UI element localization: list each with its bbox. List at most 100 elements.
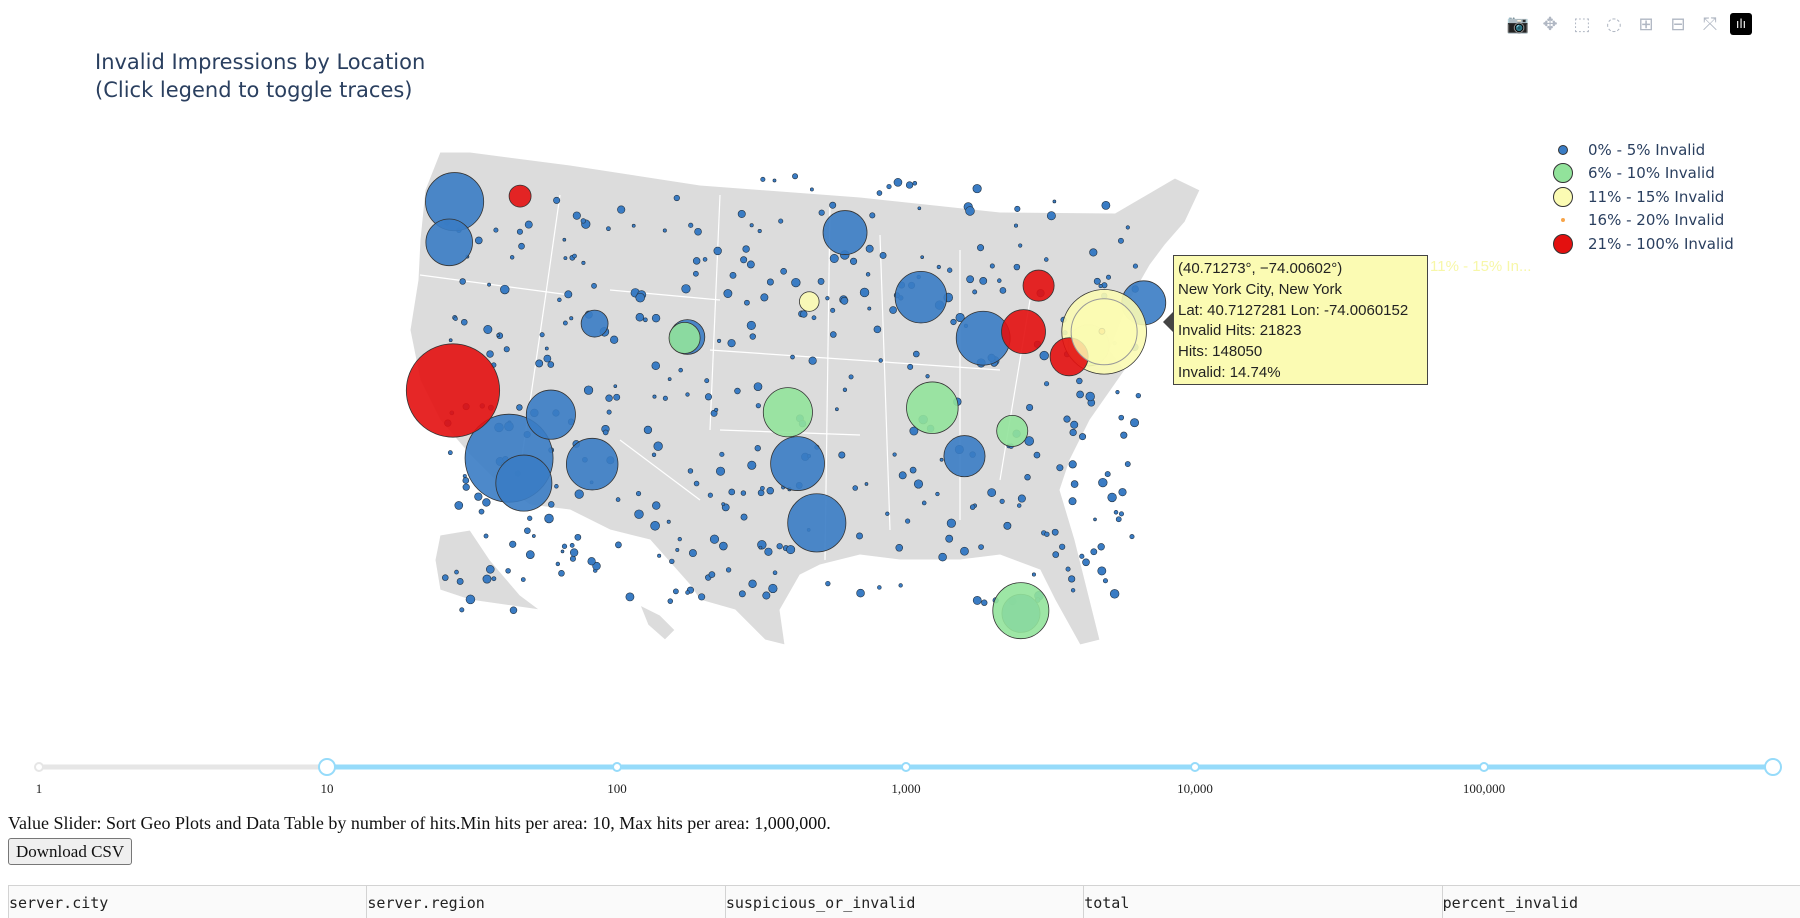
map-point-minor[interactable] [487,282,491,287]
map-point-minor[interactable] [454,569,459,575]
map-point-minor[interactable] [749,223,754,228]
map-point-minor[interactable] [999,287,1007,294]
map-point-minor[interactable] [509,255,515,260]
box-select-icon[interactable]: ⬚ [1573,13,1591,35]
map-point-minor[interactable] [560,549,565,554]
map-point-houston[interactable] [787,493,847,553]
map-point-minor[interactable] [1026,403,1034,411]
map-point-minor[interactable] [667,377,672,381]
autoscale-icon[interactable]: ⤧ [1702,13,1718,35]
map-point-minor[interactable] [776,543,783,550]
map-point-oklahoma-city[interactable] [762,387,813,438]
map-point-minor[interactable] [693,270,699,277]
map-point-minor[interactable] [945,534,954,543]
map-point-minor[interactable] [509,540,517,548]
map-point-minor[interactable] [989,263,995,269]
map-point-minor[interactable] [442,574,449,581]
nyc-highlight-group[interactable] [1070,298,1138,366]
map-point-minor[interactable] [558,570,565,577]
map-point-minor[interactable] [482,498,491,507]
map-point-minor[interactable] [717,338,722,343]
map-point-minor[interactable] [965,206,975,216]
map-point-minor[interactable] [653,441,663,451]
map-point-san-francisco[interactable] [405,343,501,438]
map-point-minor[interactable] [977,244,985,252]
map-point-buffalo[interactable] [1022,269,1055,302]
map-point-pittsburgh[interactable] [1001,309,1046,355]
map-point-minor[interactable] [869,212,876,219]
map-point-minor[interactable] [613,393,621,401]
map-point-minor[interactable] [825,580,831,587]
map-point-minor[interactable] [662,395,668,401]
map-point-minor[interactable] [1115,516,1122,523]
map-point-minor[interactable] [719,541,728,551]
map-point-minor[interactable] [562,237,567,242]
map-point-minor[interactable] [719,451,725,457]
map-point-minor[interactable] [459,607,465,613]
map-point-minor[interactable] [917,206,922,211]
map-point-minor[interactable] [714,407,719,412]
map-point-minor[interactable] [493,227,499,233]
slider-svg[interactable] [0,752,1800,802]
slider-tick-dot[interactable] [1190,762,1200,772]
map-point-minor[interactable] [972,289,978,295]
map-point-minor[interactable] [461,318,468,326]
map-point-minor[interactable] [709,534,720,544]
map-point-minor[interactable] [856,588,865,598]
map-point-minor[interactable] [886,184,892,190]
map-point-minor[interactable] [768,583,778,594]
map-point-minor[interactable] [772,570,778,575]
map-point-minor[interactable] [496,333,501,337]
map-point-minor[interactable] [704,378,710,384]
map-point-minor[interactable] [462,483,470,491]
map-point-minor[interactable] [778,218,784,224]
map-point-minor[interactable] [878,358,883,363]
map-point-minor[interactable] [791,277,801,288]
map-point-minor[interactable] [909,426,919,436]
map-point-minor[interactable] [818,209,825,216]
map-point-minor[interactable] [569,316,574,321]
map-point-minor[interactable] [856,532,863,540]
map-point-minor[interactable] [746,260,755,269]
map-point-minor[interactable] [1052,551,1060,558]
map-point-minor[interactable] [478,508,485,515]
map-point-minor[interactable] [1070,480,1079,488]
map-point-minor[interactable] [1124,461,1131,467]
map-point-denver[interactable] [668,321,701,354]
camera-icon[interactable]: 📷 [1506,13,1530,35]
map-point-minor[interactable] [1056,464,1064,472]
map-point-minor[interactable] [1046,211,1056,221]
map-point-minor[interactable] [972,596,982,605]
map-point-atlanta[interactable] [943,435,986,478]
map-point-minor[interactable] [1069,428,1077,437]
map-point-minor[interactable] [877,585,882,590]
map-point-minor[interactable] [1090,548,1098,556]
slider-handle-max[interactable] [1764,758,1782,776]
map-point-minor[interactable] [755,403,761,409]
map-point-minor[interactable] [678,367,683,373]
map-point-minor[interactable] [613,384,618,388]
map-point-minor[interactable] [505,568,511,574]
map-point-minor[interactable] [792,173,799,180]
map-point-minor[interactable] [606,409,612,415]
map-point-minor[interactable] [1068,575,1076,583]
map-point-minor[interactable] [694,227,702,236]
map-point-minor[interactable] [486,565,495,574]
map-point-minor[interactable] [938,552,947,562]
map-point-minor[interactable] [643,317,648,323]
map-point-minor[interactable] [786,545,796,555]
slider-tick-dot[interactable] [34,762,44,772]
map-point-minor[interactable] [1101,200,1111,210]
map-point-minor[interactable] [1079,433,1087,441]
map-point-minor[interactable] [563,256,568,261]
map-point-minor[interactable] [893,178,903,187]
column-header-total[interactable]: total [1084,886,1443,918]
map-point-minor[interactable] [1118,488,1127,497]
map-point-minor[interactable] [825,296,830,301]
map-point-minor[interactable] [1135,392,1141,399]
slider-tick-dot[interactable] [612,762,622,772]
map-point-minor[interactable] [981,599,988,606]
map-point-minor[interactable] [667,598,674,604]
map-point-minor[interactable] [905,518,911,524]
slider-handle-min[interactable] [318,758,336,776]
